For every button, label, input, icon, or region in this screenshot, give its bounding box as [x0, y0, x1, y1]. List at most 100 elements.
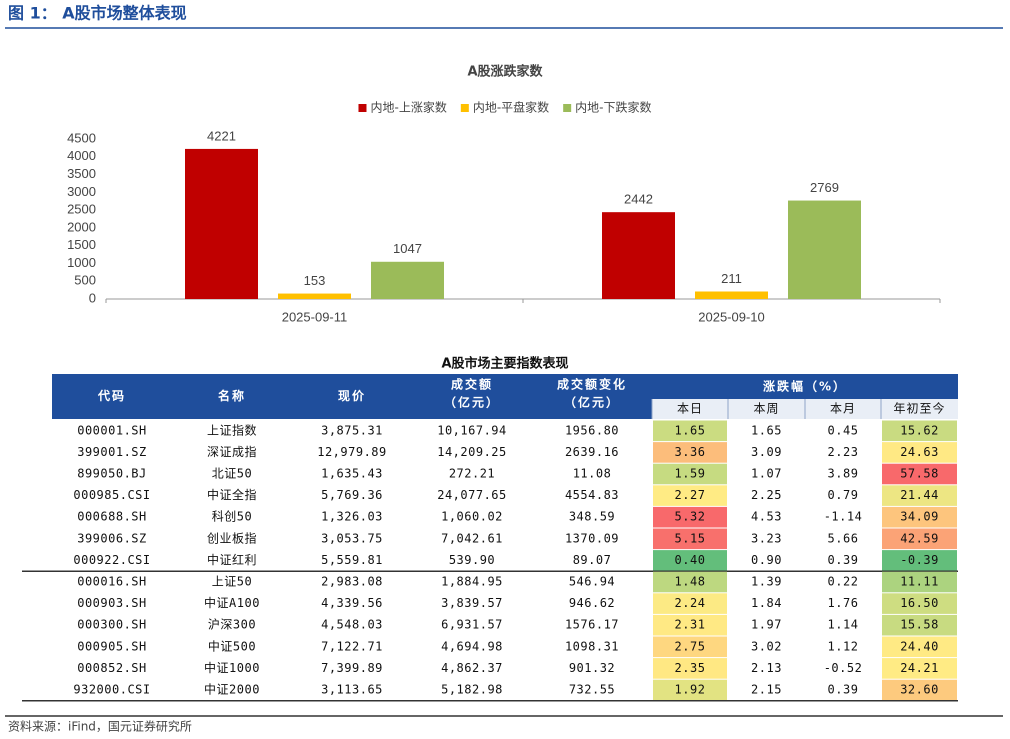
table-cell: 399001.SZ: [77, 445, 147, 459]
heat-cell: [653, 571, 727, 593]
legend-swatch: [563, 104, 572, 112]
table-cell: 7,122.71: [321, 639, 383, 653]
table-cell: 000905.SH: [77, 639, 147, 653]
table-cell: 上证指数: [207, 422, 257, 437]
table-cell: 16.50: [900, 596, 939, 610]
table-cell: 中证2000: [204, 682, 260, 697]
table-cell: 3.89: [828, 467, 859, 481]
data-label: 1047: [393, 241, 422, 256]
table-cell: -0.39: [900, 553, 939, 567]
table-cell: 932000.CSI: [73, 683, 150, 697]
table-cell: 2.15: [751, 683, 782, 697]
table-cell: 1.14: [828, 618, 859, 632]
table-cell: 1.97: [751, 618, 782, 632]
bar: [602, 212, 675, 299]
table-cell: 000922.CSI: [73, 553, 150, 567]
legend-swatch: [358, 104, 367, 112]
heat-cell: [653, 679, 727, 701]
table-cell: 4.53: [751, 510, 782, 524]
table-cell: 1956.80: [565, 423, 619, 437]
heat-cell: [653, 593, 727, 614]
table-cell: 2639.16: [565, 445, 619, 459]
table-cell: 1.65: [751, 423, 782, 437]
table-cell: 7,399.89: [321, 661, 383, 675]
data-label: 153: [304, 273, 326, 288]
table-cell: 1,884.95: [441, 575, 503, 589]
table-cell: 1370.09: [565, 531, 619, 545]
table-cell: 沪深300: [208, 618, 256, 632]
table-cell: 中证红利: [207, 552, 257, 567]
heat-cell: [653, 485, 727, 506]
bar: [695, 291, 768, 299]
table-cell: 4,694.98: [441, 639, 503, 653]
column-header: 名称: [218, 388, 246, 403]
table-cell: 深证成指: [207, 444, 257, 459]
table-cell: 1.84: [751, 596, 782, 610]
y-tick-label: 4000: [67, 148, 96, 163]
heat-cell: [653, 550, 727, 571]
table-cell: 1,326.03: [321, 510, 383, 524]
table-cell: 0.40: [675, 553, 706, 567]
table-cell: 000001.SH: [77, 423, 147, 437]
table-cell: 10,167.94: [437, 423, 507, 437]
heat-cell: [882, 550, 957, 571]
table-cell: 21.44: [900, 488, 939, 502]
table-cell: 24.40: [900, 639, 939, 653]
table-cell: 0.39: [828, 683, 859, 697]
table-cell: 3.23: [751, 531, 782, 545]
table-cell: 272.21: [449, 467, 495, 481]
subcolumn-header: 本日: [677, 402, 703, 416]
y-tick-label: 1000: [67, 255, 96, 270]
table-cell: 24,077.65: [437, 488, 507, 502]
table-cell: 1.65: [675, 423, 706, 437]
data-label: 211: [721, 271, 742, 286]
heat-cell: [882, 614, 957, 636]
group-header: 涨跌幅（%）: [763, 379, 847, 394]
chart-title: A股涨跌家数: [467, 64, 543, 80]
y-tick-label: 2500: [67, 202, 96, 217]
subcolumn-header: 年初至今: [893, 401, 945, 416]
table-cell: 1.12: [828, 639, 859, 653]
table-cell: 000985.CSI: [73, 488, 150, 502]
table-cell: 32.60: [900, 683, 939, 697]
table-cell: -0.52: [824, 661, 863, 675]
heat-cell: [653, 658, 727, 679]
table-cell: 5.66: [828, 531, 859, 545]
table-cell: 3,053.75: [321, 531, 383, 545]
table-cell: 34.09: [900, 510, 939, 524]
table-cell: 1.48: [675, 575, 706, 589]
table-cell: 6,931.57: [441, 618, 503, 632]
table-cell: 1.76: [828, 596, 859, 610]
table-cell: 上证50: [212, 575, 252, 589]
column-header: 成交额: [451, 377, 493, 392]
table-cell: 4554.83: [565, 488, 619, 502]
table-cell: 348.59: [569, 510, 615, 524]
table-cell: 7,042.61: [441, 531, 503, 545]
table-cell: 899050.BJ: [77, 467, 147, 481]
table-cell: 000852.SH: [77, 661, 147, 675]
y-tick-label: 500: [74, 273, 96, 288]
table-cell: 5.32: [675, 510, 706, 524]
table-cell: 546.94: [569, 575, 615, 589]
table-cell: 4,862.37: [441, 661, 503, 675]
table-cell: 12,979.89: [317, 445, 387, 459]
table-cell: 5.15: [675, 531, 706, 545]
heat-cell: [882, 463, 957, 485]
table-cell: 399006.SZ: [77, 531, 147, 545]
y-tick-label: 0: [89, 290, 96, 305]
table-cell: 1,635.43: [321, 467, 383, 481]
table-cell: 0.39: [828, 553, 859, 567]
heat-cell: [882, 420, 957, 442]
column-header: 现价: [338, 389, 366, 403]
table-cell: -1.14: [824, 510, 863, 524]
table-cell: 创业板指: [207, 530, 257, 545]
legend-label: 内地-上涨家数: [370, 100, 446, 115]
table-cell: 中证1000: [204, 660, 260, 675]
heat-cell: [653, 420, 727, 442]
subcolumn-header: 本周: [753, 402, 779, 416]
table-cell: 3.02: [751, 639, 782, 653]
table-cell: 0.45: [828, 423, 859, 437]
y-tick-label: 4500: [67, 130, 96, 145]
table-cell: 11.08: [573, 467, 612, 481]
table-cell: 000016.SH: [77, 575, 147, 589]
